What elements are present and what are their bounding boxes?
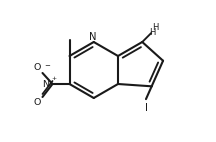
- Text: N: N: [89, 32, 97, 42]
- Text: N: N: [43, 80, 49, 88]
- Text: +: +: [51, 76, 57, 81]
- Text: −: −: [44, 63, 50, 69]
- Text: O: O: [33, 98, 41, 107]
- Text: O: O: [33, 63, 41, 72]
- Text: H: H: [149, 28, 156, 37]
- Text: H: H: [152, 23, 159, 32]
- Text: I: I: [145, 103, 148, 113]
